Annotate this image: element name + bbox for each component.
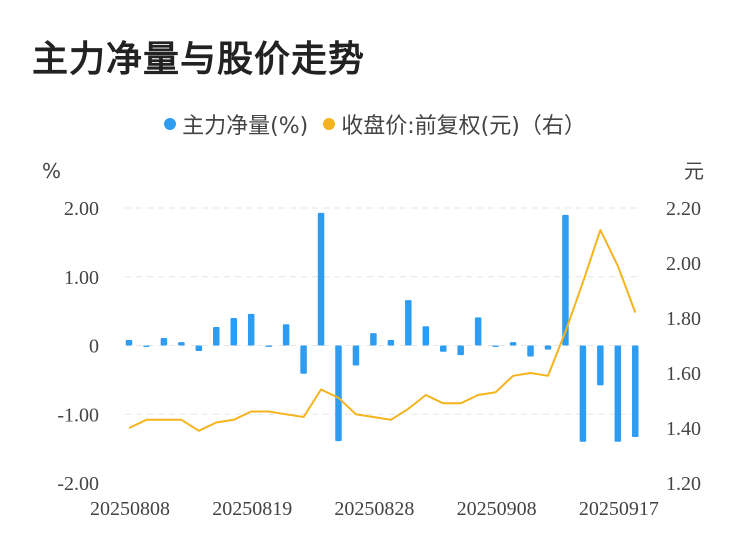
x-tick-label: 20250819 — [212, 498, 292, 520]
chart-title: 主力净量与股价走势 — [32, 39, 366, 80]
net-flow-bar — [317, 212, 325, 346]
net-flow-bar — [335, 345, 342, 442]
net-flow-bar — [439, 345, 447, 352]
net-flow-bar — [509, 342, 517, 346]
net-flow-bar — [160, 337, 168, 346]
x-tick-label: 20250828 — [334, 498, 414, 520]
net-flow-bar — [195, 345, 203, 351]
right-axis-unit: 元 — [684, 159, 704, 183]
left-axis-unit: % — [42, 159, 61, 183]
x-tick-label: 20250908 — [457, 498, 537, 520]
net-flow-bar — [562, 214, 569, 346]
net-flow-bar — [614, 345, 622, 442]
right-tick-label: 2.00 — [666, 253, 701, 275]
net-flow-bar — [597, 345, 604, 386]
left-tick-label: -2.00 — [57, 473, 99, 495]
net-flow-bar — [370, 333, 377, 346]
legend-label-net-flow: 主力净量(%) — [182, 114, 309, 139]
right-axis-ticks: 2.20 2.00 1.80 1.60 1.40 1.20 — [666, 198, 701, 495]
net-flow-bar — [352, 345, 360, 366]
net-flow-bar — [282, 324, 290, 346]
net-flow-bar — [632, 345, 639, 437]
left-tick-label: -1.00 — [57, 404, 99, 426]
legend-item-close-price[interactable]: 收盘价:前复权(元)（右） — [323, 108, 586, 140]
net-flow-bar — [527, 345, 534, 357]
net-flow-bar — [579, 345, 587, 442]
close-price-series-line — [128, 229, 637, 432]
net-flow-bar — [492, 345, 499, 347]
left-tick-label: 0 — [89, 336, 99, 358]
legend-marker-net-flow — [164, 118, 177, 130]
left-tick-label: 1.00 — [64, 267, 99, 289]
close-price-line — [128, 229, 637, 432]
net-flow-bar — [544, 345, 552, 350]
net-flow-bar — [405, 300, 412, 346]
left-axis-ticks: 2.00 1.00 0 -1.00 -2.00 — [57, 198, 99, 495]
net-flow-bar — [474, 317, 482, 346]
net-flow-bar — [422, 326, 430, 346]
right-tick-label: 2.20 — [666, 198, 701, 220]
net-flow-bar — [230, 318, 237, 346]
net-flow-bar — [457, 345, 464, 356]
left-tick-label: 2.00 — [64, 198, 99, 220]
net-flow-bar — [247, 313, 255, 346]
net-flow-bar — [300, 345, 307, 374]
net-flow-bar — [387, 340, 395, 346]
net-flow-bar — [125, 340, 133, 346]
legend: 主力净量(%) 收盘价:前复权(元)（右） — [0, 108, 750, 140]
net-flow-bar — [265, 345, 272, 347]
legend-label-close-price: 收盘价:前复权(元)（右） — [341, 114, 586, 139]
net-flow-bar — [143, 345, 150, 347]
x-axis-ticks: 20250808 20250819 20250828 20250908 20250917 — [90, 498, 659, 520]
x-tick-label: 20250917 — [579, 498, 659, 520]
net-flow-bar — [178, 342, 185, 346]
right-tick-label: 1.20 — [666, 473, 701, 495]
x-tick-label: 20250808 — [90, 498, 170, 520]
legend-marker-close-price — [323, 118, 336, 130]
net-flow-bars — [125, 212, 639, 442]
right-tick-label: 1.80 — [666, 308, 701, 330]
grid-lines — [125, 207, 640, 415]
legend-item-net-flow[interactable]: 主力净量(%) — [164, 108, 308, 140]
right-tick-label: 1.40 — [666, 418, 701, 440]
right-tick-label: 1.60 — [666, 363, 701, 385]
net-flow-bar — [213, 326, 220, 346]
